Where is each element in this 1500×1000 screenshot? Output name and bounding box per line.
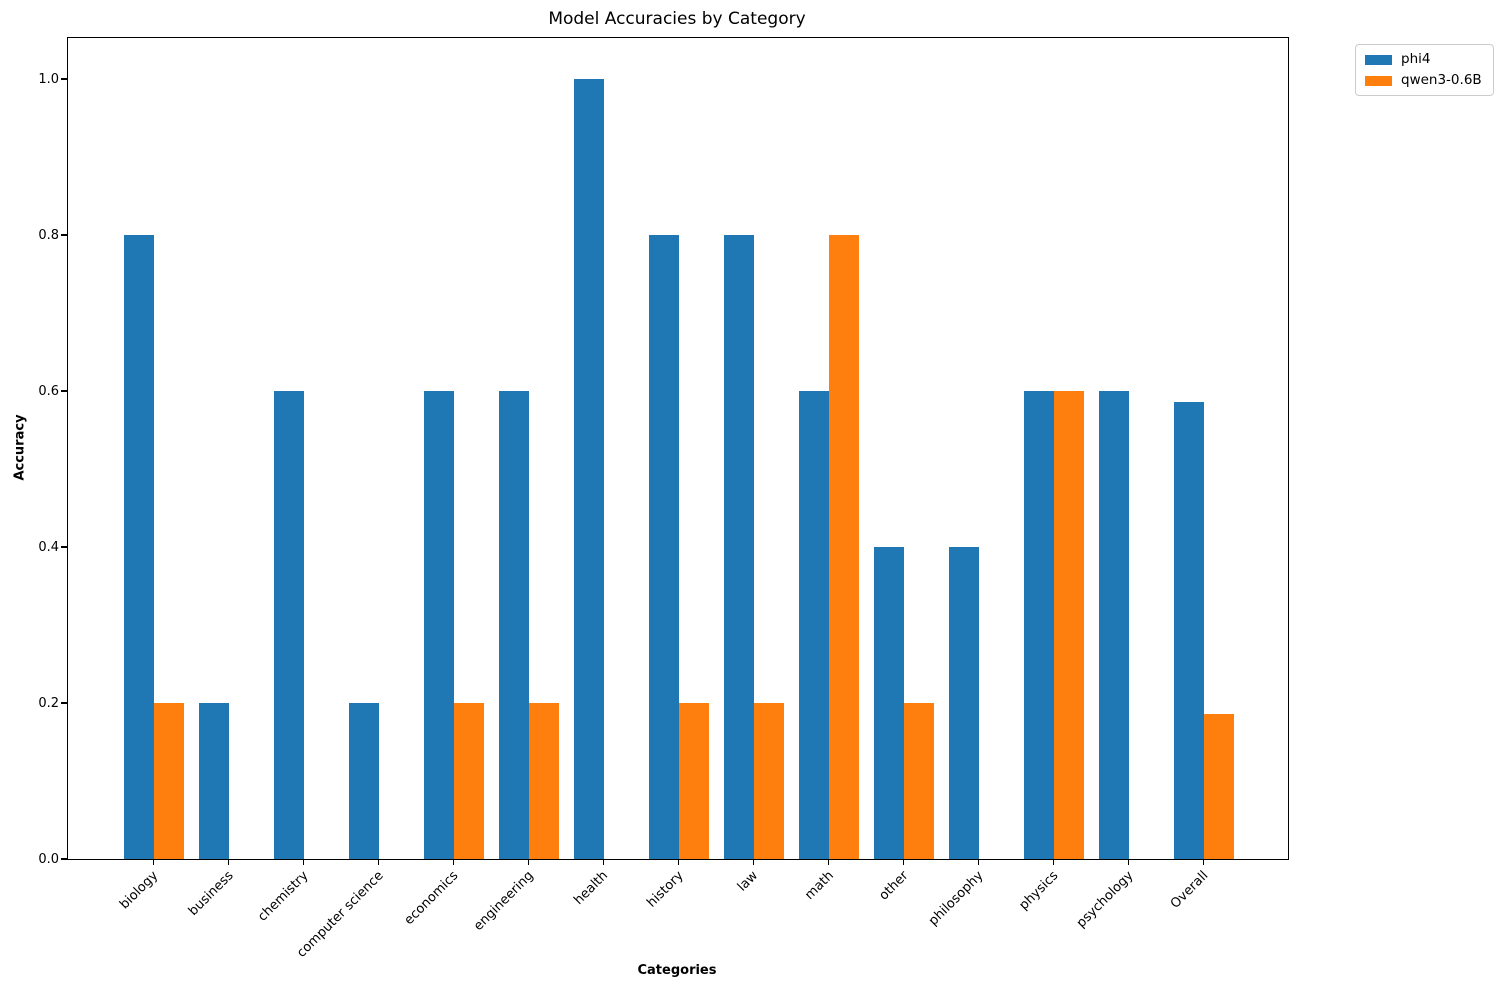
x-tick-mark-biology bbox=[152, 859, 155, 865]
bar-phi4-biology bbox=[123, 235, 154, 859]
legend: phi4 qwen3-0.6B bbox=[1355, 44, 1494, 96]
y-tick-label-0.0: 0.0 bbox=[38, 851, 59, 867]
bar-qwen3-0-6b-other bbox=[903, 703, 934, 859]
y-tick-mark-0.6 bbox=[61, 390, 67, 392]
x-tick-label-biology: biology bbox=[117, 868, 162, 913]
x-tick-mark-history bbox=[677, 859, 680, 865]
legend-swatch-phi4 bbox=[1365, 54, 1392, 65]
bar-qwen3-0-6b-economics bbox=[453, 703, 484, 859]
x-tick-label-overall: Overall bbox=[1167, 868, 1212, 912]
legend-label-qwen3-0.6B: qwen3-0.6B bbox=[1401, 72, 1482, 88]
y-tick-mark-0.2 bbox=[61, 702, 67, 704]
x-tick-mark-health bbox=[602, 859, 605, 865]
legend-entry-phi4: phi4 bbox=[1365, 52, 1482, 67]
x-tick-mark-business bbox=[227, 859, 230, 865]
x-tick-mark-computer-science bbox=[377, 859, 380, 865]
x-tick-mark-overall bbox=[1202, 859, 1205, 865]
bar-phi4-overall bbox=[1173, 401, 1204, 859]
chart-title: Model Accuracies by Category bbox=[548, 9, 806, 29]
bar-phi4-physics bbox=[1023, 391, 1054, 859]
x-tick-label-health: health bbox=[571, 868, 612, 909]
x-tick-mark-chemistry bbox=[302, 859, 305, 865]
bar-phi4-engineering bbox=[498, 391, 529, 859]
y-tick-label-0.8: 0.8 bbox=[38, 227, 59, 243]
x-tick-mark-engineering bbox=[527, 859, 530, 865]
bar-qwen3-0-6b-engineering bbox=[528, 703, 559, 859]
y-tick-mark-0.0 bbox=[61, 858, 67, 860]
plot-area: 0.0 0.2 0.4 0.6 0.8 1.0 biology business chemis… bbox=[38, 37, 1289, 961]
x-tick-label-business: business bbox=[185, 868, 237, 919]
y-tick-label-0.4: 0.4 bbox=[38, 539, 59, 555]
bar-qwen3-0-6b-overall bbox=[1203, 713, 1234, 859]
bar-phi4-philosophy bbox=[948, 547, 979, 859]
y-tick-label-1.0: 1.0 bbox=[38, 71, 59, 87]
x-tick-label-chemistry: chemistry bbox=[255, 868, 312, 925]
bar-phi4-chemistry bbox=[273, 391, 304, 859]
bar-qwen3-0-6b-law bbox=[753, 703, 784, 859]
y-axis-label-wrap: Accuracy bbox=[2, 37, 38, 858]
x-tick-label-psychology: psychology bbox=[1073, 868, 1137, 931]
x-tick-mark-economics bbox=[452, 859, 455, 865]
x-tick-mark-other bbox=[902, 859, 905, 865]
y-tick-mark-0.4 bbox=[61, 546, 67, 548]
legend-label-phi4: phi4 bbox=[1401, 51, 1431, 67]
bar-phi4-business bbox=[198, 703, 229, 859]
legend-entry-qwen3-0.6B: qwen3-0.6B bbox=[1365, 73, 1482, 88]
bar-phi4-health bbox=[573, 79, 604, 859]
x-tick-label-engineering: engineering bbox=[470, 868, 537, 934]
y-axis-label: Accuracy bbox=[12, 414, 28, 481]
bar-phi4-other bbox=[873, 547, 904, 859]
bar-phi4-computer-science bbox=[348, 703, 379, 859]
bar-qwen3-0-6b-math bbox=[828, 235, 859, 859]
bar-phi4-history bbox=[648, 235, 679, 859]
bar-qwen3-0-6b-biology bbox=[153, 703, 184, 859]
bar-phi4-law bbox=[723, 235, 754, 859]
x-tick-label-computer-science: computer science bbox=[293, 868, 387, 961]
x-axis-label: Categories bbox=[637, 963, 717, 978]
bar-qwen3-0-6b-physics bbox=[1053, 391, 1084, 859]
x-tick-label-history: history bbox=[644, 868, 687, 911]
x-tick-mark-philosophy bbox=[977, 859, 980, 865]
x-tick-label-philosophy: philosophy bbox=[925, 868, 987, 929]
y-tick-label-0.6: 0.6 bbox=[38, 383, 59, 399]
legend-swatch-qwen3-0.6B bbox=[1365, 75, 1392, 86]
x-tick-mark-physics bbox=[1052, 859, 1055, 865]
x-tick-label-other: other bbox=[876, 868, 912, 904]
x-tick-label-physics: physics bbox=[1016, 868, 1062, 914]
y-tick-label-0.2: 0.2 bbox=[38, 695, 59, 711]
x-tick-mark-math bbox=[827, 859, 830, 865]
bar-qwen3-0-6b-history bbox=[678, 703, 709, 859]
x-tick-mark-law bbox=[752, 859, 755, 865]
x-tick-label-math: math bbox=[801, 868, 837, 903]
bar-phi4-psychology bbox=[1098, 391, 1129, 859]
x-tick-label-law: law bbox=[735, 868, 762, 895]
x-tick-label-economics: economics bbox=[401, 868, 462, 929]
y-tick-mark-1.0 bbox=[61, 78, 67, 80]
bar-phi4-economics bbox=[423, 391, 454, 859]
x-tick-mark-psychology bbox=[1127, 859, 1130, 865]
y-tick-mark-0.8 bbox=[61, 234, 67, 236]
bar-phi4-math bbox=[798, 391, 829, 859]
